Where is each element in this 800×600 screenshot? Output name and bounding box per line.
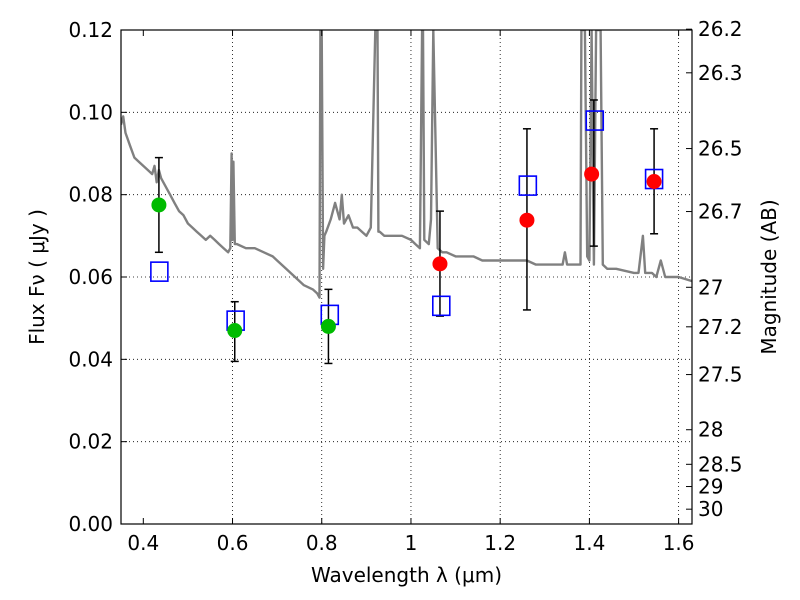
model-square-marker xyxy=(431,295,451,317)
x-tick-label: 1.4 xyxy=(573,531,605,555)
x-tick-label: 1 xyxy=(405,531,418,555)
x-tick-label: 1.6 xyxy=(663,531,695,555)
observed-point-marker xyxy=(320,318,336,334)
observed-point-marker xyxy=(227,323,243,339)
y2-tick-label: 27.2 xyxy=(698,315,743,339)
plot-area xyxy=(121,30,692,365)
tick-labels: 0.4 0.6 0.8 1 1.2 1.4 1.6 0.00 0.02 0.04 0.06 0.08 0… xyxy=(68,17,742,555)
observed-point-marker xyxy=(432,256,448,272)
x-tick-label: 1.2 xyxy=(484,531,516,555)
x-tick-label: 0.4 xyxy=(127,531,159,555)
y-axis-label: Flux Fν ( μJy ) xyxy=(25,209,49,345)
y2-tick-label: 26.7 xyxy=(698,200,743,224)
y-tick-label: 0.00 xyxy=(68,512,113,536)
plot-frame xyxy=(120,29,693,525)
spectrum-line xyxy=(121,30,692,299)
y2-axis-label: Magnitude (AB) xyxy=(757,199,781,354)
y-tick-label: 0.12 xyxy=(68,18,113,42)
y-tick-label: 0.08 xyxy=(68,183,113,207)
y2-tick-label: 28.5 xyxy=(698,452,743,476)
observed-point-marker xyxy=(151,197,167,213)
grid-lines xyxy=(121,30,692,524)
x-tick-label: 0.8 xyxy=(306,531,338,555)
y-tick-label: 0.02 xyxy=(68,430,113,454)
y-tick-label: 0.10 xyxy=(68,100,113,124)
model-square-marker xyxy=(150,261,169,282)
y-tick-label: 0.06 xyxy=(68,265,113,289)
x-tick-label: 0.6 xyxy=(217,531,249,555)
y2-tick-label: 28 xyxy=(698,418,723,442)
x-axis-label: Wavelength λ (μm) xyxy=(311,563,502,587)
y2-tick-label: 27 xyxy=(698,275,723,299)
axis-ticks xyxy=(121,28,692,525)
y2-tick-label: 27.5 xyxy=(698,363,743,387)
y-tick-label: 0.04 xyxy=(68,347,113,371)
observed-point-marker xyxy=(646,173,662,189)
model-square-marker xyxy=(585,110,605,131)
y2-tick-label: 26.5 xyxy=(698,137,743,161)
observed-point-marker xyxy=(584,166,600,182)
y2-tick-label: 30 xyxy=(698,497,723,521)
y2-tick-label: 29 xyxy=(698,475,723,499)
y2-tick-label: 26.3 xyxy=(698,61,743,85)
model-square-marker xyxy=(518,175,538,196)
y2-tick-label: 26.2 xyxy=(698,17,743,41)
observed-point-marker xyxy=(519,212,535,228)
